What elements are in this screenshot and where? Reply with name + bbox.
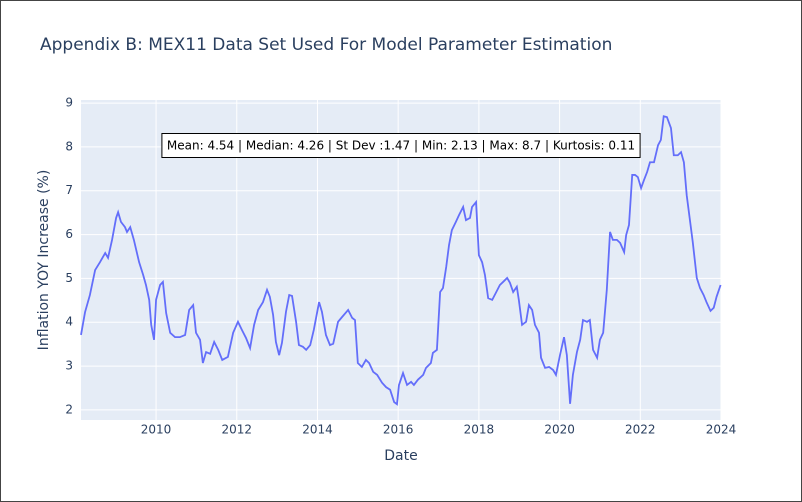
y-tick-label: 7 [65,183,73,197]
annotation: Mean: 4.54 | Median: 4.26 | St Dev :1.47… [167,139,635,153]
x-axis-title: Date [384,448,417,464]
marks [80,115,722,406]
x-tick-label: 2024 [706,423,737,437]
x-tick-label: 2010 [141,423,172,437]
x-tick-label: 2014 [302,423,333,437]
y-tick-label: 2 [65,402,73,416]
chart-title: Appendix B: MEX11 Data Set Used For Mode… [40,35,612,55]
y-tick-label: 5 [65,271,73,285]
annotation-box [161,133,641,158]
x-tick-label: 2022 [625,423,656,437]
x-tick-label: 2018 [464,423,495,437]
y-tick-label: 3 [65,359,73,373]
y-tick-label: 9 [65,96,73,110]
y-tick-label: 6 [65,227,73,241]
x-tick-label: 2012 [221,423,252,437]
y-axis-title: Inflation YOY Increase (%) [36,170,52,351]
y-tick-label: 4 [65,315,73,329]
x-tick-label: 2016 [383,423,414,437]
line [80,115,722,406]
y-tick-label: 8 [65,139,73,153]
x-tick-label: 2020 [544,423,575,437]
